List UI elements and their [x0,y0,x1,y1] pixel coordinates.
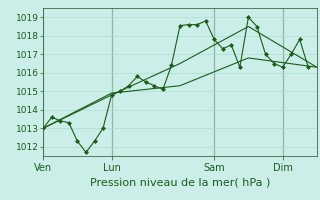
X-axis label: Pression niveau de la mer( hPa ): Pression niveau de la mer( hPa ) [90,177,270,187]
